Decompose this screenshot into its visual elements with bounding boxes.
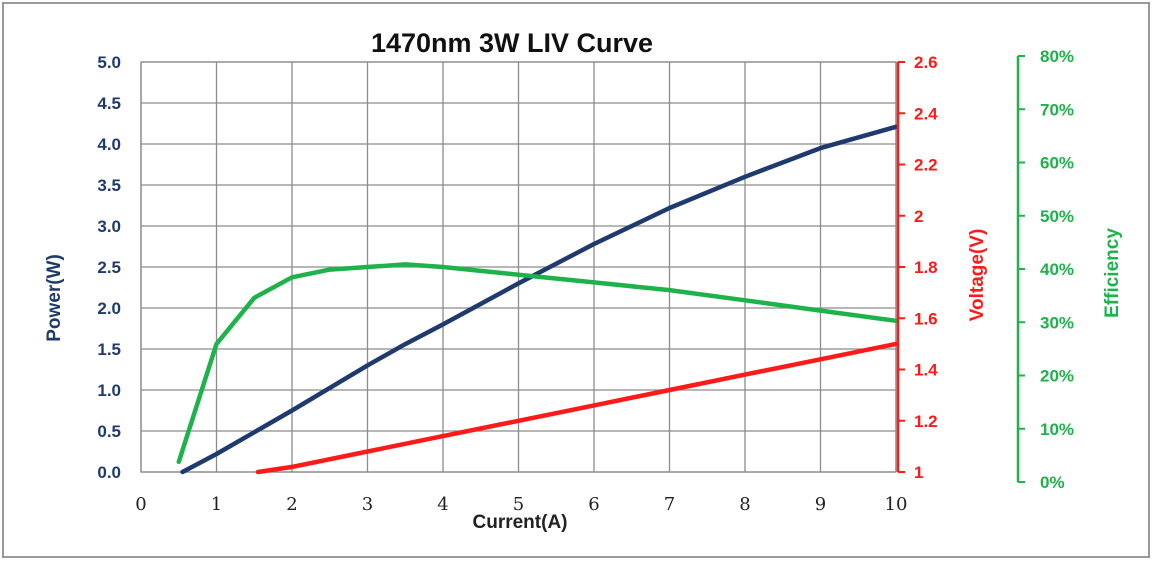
x-tick-label: 8 [739,494,750,515]
efficiency-tick-label: 70% [1040,100,1074,119]
efficiency-tick-label: 30% [1040,313,1074,332]
voltage-series-line [255,341,899,475]
voltage-tick-label: 1 [914,463,923,482]
efficiency-series-line [176,262,899,465]
voltage-tick-label: 1.2 [914,412,938,431]
x-tick-label: 10 [885,494,908,515]
x-tick-label: 6 [588,494,599,515]
efficiency-axis-label: Efficiency [1102,228,1123,318]
series-group [176,124,899,475]
x-tick-label: 4 [437,494,448,515]
x-tick-label: 1 [211,494,222,515]
efficiency-tick-label: 50% [1040,207,1074,226]
power-axis-label: Power(W) [44,254,65,342]
power-tick-label: 0.5 [97,422,121,441]
voltage-tick-label: 2.2 [914,156,938,175]
voltage-tick-label: 2.4 [914,104,938,123]
efficiency-tick-label: 10% [1040,420,1074,439]
x-axis-label: Current(A) [473,512,568,533]
power-tick-label: 2.5 [97,258,121,277]
efficiency-tick-label: 40% [1040,260,1074,279]
power-tick-label: 4.0 [97,135,121,154]
voltage-tick-label: 1.8 [914,258,938,277]
efficiency-tick-label: 20% [1040,367,1074,386]
plot-border [140,61,897,473]
power-tick-label: 0.0 [97,463,121,482]
voltage-tick-label: 2 [914,207,923,226]
x-tick-label: 7 [664,494,675,515]
power-tick-label: 3.5 [97,176,121,195]
axes-group: 0 1 2 3 4 5 6 7 8 9 10 0.0 0.5 1.0 1.5 2.0 2.5 3.0 3.5 4.0 4… [97,47,1074,515]
grid [140,61,897,473]
power-tick-label: 2.0 [97,299,121,318]
voltage-tick-label: 1.4 [914,361,938,380]
efficiency-tick-label: 0% [1040,473,1065,492]
power-tick-label: 1.5 [97,340,121,359]
chart-title: 1470nm 3W LIV Curve [371,28,653,58]
power-tick-label: 1.0 [97,381,121,400]
power-tick-label: 3.0 [97,217,121,236]
x-tick-label: 3 [362,494,373,515]
power-tick-label: 4.5 [97,94,121,113]
x-tick-label: 0 [135,494,146,515]
voltage-axis-label: Voltage(V) [967,229,988,322]
x-tick-label: 5 [513,494,524,515]
efficiency-tick-label: 60% [1040,154,1074,173]
x-tick-label: 2 [286,494,297,515]
power-tick-label: 5.0 [97,53,121,72]
power-series-line [180,124,899,475]
efficiency-tick-label: 80% [1040,47,1074,66]
voltage-tick-label: 2.6 [914,53,938,72]
x-tick-label: 9 [815,494,826,515]
voltage-tick-label: 1.6 [914,309,938,328]
